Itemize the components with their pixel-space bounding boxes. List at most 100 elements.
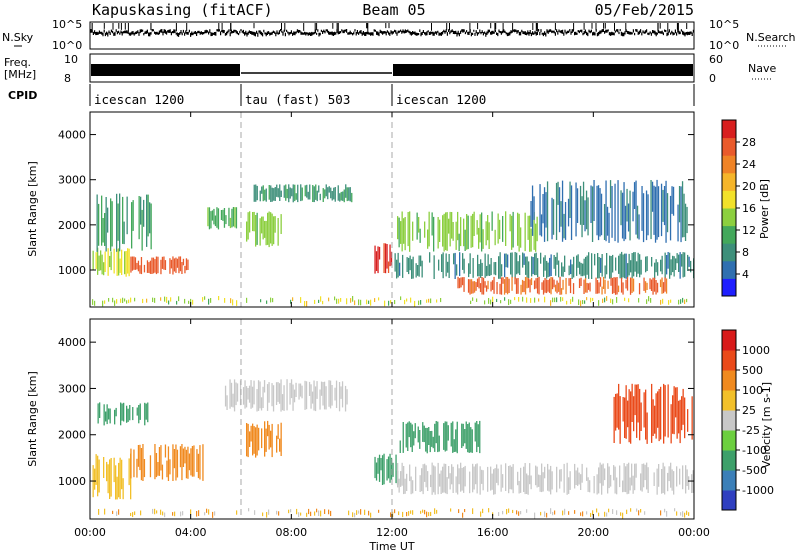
colorbar-step-3 [722,225,736,244]
cell [432,436,434,449]
cell [512,464,514,494]
cell [313,186,315,203]
cell [472,281,474,294]
cell [482,470,484,491]
cell [625,385,627,439]
cell [130,512,132,516]
cell [224,385,227,407]
cell [398,217,400,248]
cell [338,382,341,412]
velocity-y-ticks: 4000 3000 2000 1000 [58,336,694,488]
cell [388,300,390,306]
cell [601,254,603,277]
region-1 [130,444,204,481]
cell [204,512,206,516]
cell [621,251,623,279]
colorbar-step-8 [722,330,736,351]
cell [334,387,336,401]
cell [147,194,149,237]
cell [679,468,681,485]
cell [279,184,281,201]
cell [392,511,394,518]
cell [155,453,158,478]
cell [420,510,422,514]
cell [666,193,669,233]
cell [496,464,498,483]
cell [550,254,552,276]
cell [509,214,511,232]
cell [465,421,467,449]
cell [564,255,566,272]
cell [446,477,448,495]
cell [481,469,483,484]
cell [602,463,604,486]
colorbar-tick-label-5: -100 [742,444,767,457]
cell [579,261,581,275]
cell [473,211,475,236]
cell [208,509,210,515]
cell [479,466,481,495]
cell [250,380,252,409]
cell [547,262,549,278]
cell [520,284,522,295]
cell [340,386,342,399]
cell [476,278,479,287]
cell [132,512,134,518]
cell [412,221,414,241]
cell [676,253,678,264]
cell [185,449,188,479]
cell [436,299,438,303]
cell [318,299,320,303]
cell [280,214,282,234]
cell [225,215,227,225]
cell [655,393,657,439]
cell [664,385,666,437]
cell [511,466,513,490]
cell [488,222,490,249]
cell [294,184,296,202]
cell [406,512,408,517]
power-time-gridlines [240,112,393,307]
colorbar-tick-label-7: -1000 [742,484,774,497]
cell [211,210,214,221]
x-tick-label-5: 20:00 [577,526,609,539]
cell [143,264,146,273]
cell [280,422,282,456]
cell [619,465,621,488]
colorbar-tick-label-0: 1000 [742,344,770,357]
cell [526,473,528,494]
cell [107,248,109,276]
power-heatmap [92,179,695,307]
nsky-label: N.Sky [2,31,34,44]
cell [268,211,270,248]
cell [631,463,633,486]
cell [162,511,164,516]
region-0 [92,453,132,500]
cell [633,396,635,432]
cell [476,298,478,302]
cell [316,381,318,399]
cell [264,189,266,201]
cell [571,264,573,279]
cell [322,188,324,202]
cell [671,469,673,491]
cell [535,465,537,486]
cell [274,187,276,201]
cell [358,510,360,514]
cell [650,298,652,303]
velocity-panel: 4000 3000 2000 1000 Slant Range [km] 1000 50… [26,318,774,520]
cell [520,511,522,515]
cell [604,297,606,303]
colorbar-tick-label-3: 16 [742,202,756,215]
cell [126,300,128,304]
cell [575,470,577,485]
cell [318,185,320,193]
cell [122,297,124,304]
cell [179,256,182,272]
cell [148,262,150,273]
cell [487,254,489,276]
cell [133,256,135,270]
cell [188,453,191,471]
cell [268,382,270,403]
cell [246,423,248,457]
